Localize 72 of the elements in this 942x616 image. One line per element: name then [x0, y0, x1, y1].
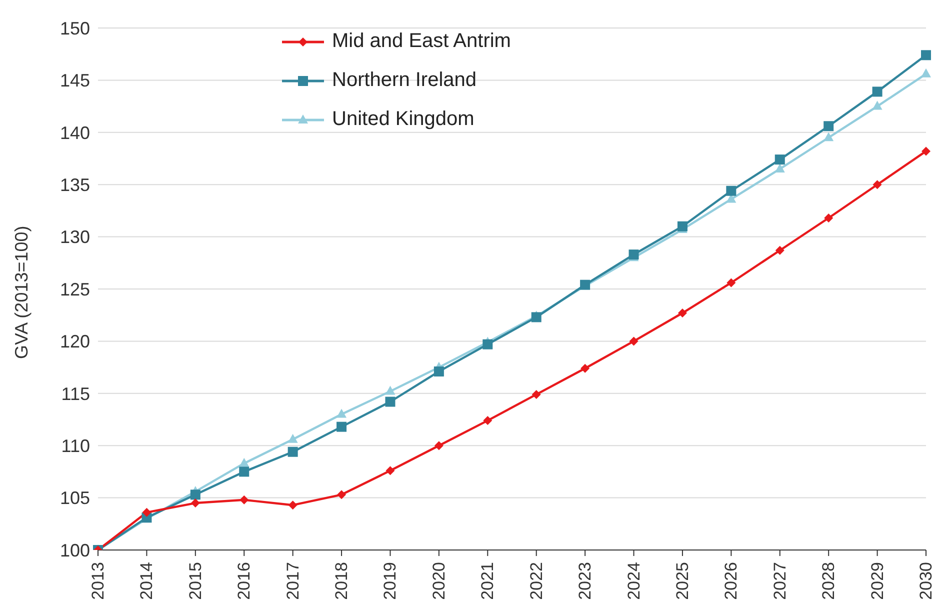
point — [872, 180, 882, 190]
point — [434, 441, 444, 450]
point — [288, 434, 298, 443]
point — [824, 132, 834, 142]
x-tick-label: 2027 — [770, 562, 790, 600]
point — [240, 495, 249, 504]
y-tick-label: 120 — [60, 332, 90, 352]
point — [774, 154, 785, 165]
point — [288, 446, 298, 457]
point — [142, 508, 152, 517]
point — [580, 364, 590, 373]
x-tick-label: 2020 — [429, 562, 448, 600]
legend-label: Mid and East Antrim — [332, 30, 511, 53]
point — [775, 246, 784, 255]
point — [531, 312, 542, 322]
point — [336, 408, 347, 418]
point — [872, 100, 882, 110]
point — [922, 146, 930, 156]
x-tick-label: 2021 — [478, 562, 498, 600]
point — [288, 500, 298, 510]
point — [678, 308, 687, 318]
point — [629, 336, 638, 346]
x-tick-label: 2022 — [526, 562, 546, 600]
y-tick-label: 140 — [60, 122, 90, 143]
point — [239, 458, 250, 467]
y-tick-label: 115 — [61, 384, 90, 404]
point — [385, 396, 396, 407]
point — [872, 86, 882, 97]
x-tick-label: 2023 — [576, 562, 595, 600]
point — [337, 490, 346, 500]
point — [239, 466, 250, 477]
y-tick-label: 130 — [60, 227, 90, 248]
y-tick-label: 110 — [61, 436, 90, 456]
point — [532, 390, 541, 399]
x-tick-label: 2014 — [137, 562, 156, 600]
x-tick-label: 2025 — [672, 562, 692, 600]
y-tick-label: 105 — [60, 488, 90, 508]
point — [921, 68, 931, 78]
point — [677, 221, 688, 232]
point — [190, 490, 200, 500]
point — [385, 386, 396, 395]
y-tick-label: 125 — [60, 279, 90, 300]
point — [726, 186, 736, 196]
x-tick-label: 2028 — [819, 562, 838, 600]
x-tick-label: 2026 — [722, 562, 741, 600]
point — [726, 278, 736, 288]
y-tick-label: 145 — [60, 70, 90, 91]
point — [190, 498, 200, 508]
y-tick-label: 150 — [60, 18, 90, 38]
legend-label: Northern Ireland — [332, 69, 477, 92]
point — [921, 50, 931, 60]
x-tick-label: 2016 — [234, 562, 254, 600]
point — [336, 422, 347, 432]
point — [774, 163, 785, 172]
y-axis-title: GVA (2013=100) — [11, 226, 32, 359]
x-tick-label: 2015 — [186, 562, 205, 600]
x-tick-label: 2029 — [868, 562, 887, 600]
x-tick-label: 2013 — [88, 562, 108, 600]
point — [628, 250, 639, 260]
y-tick-label: 100 — [60, 540, 90, 560]
legend-label: United Kingdom — [332, 108, 474, 131]
x-tick-label: 2024 — [624, 562, 644, 600]
point — [824, 121, 834, 132]
x-tick-label: 2030 — [916, 562, 936, 600]
x-tick-label: 2017 — [283, 562, 302, 600]
point — [434, 366, 444, 376]
point — [824, 214, 834, 223]
y-tick-label: 135 — [60, 174, 90, 195]
x-tick-label: 2019 — [380, 562, 400, 600]
point — [386, 466, 395, 476]
x-tick-label: 2018 — [332, 562, 352, 600]
point — [483, 416, 492, 426]
